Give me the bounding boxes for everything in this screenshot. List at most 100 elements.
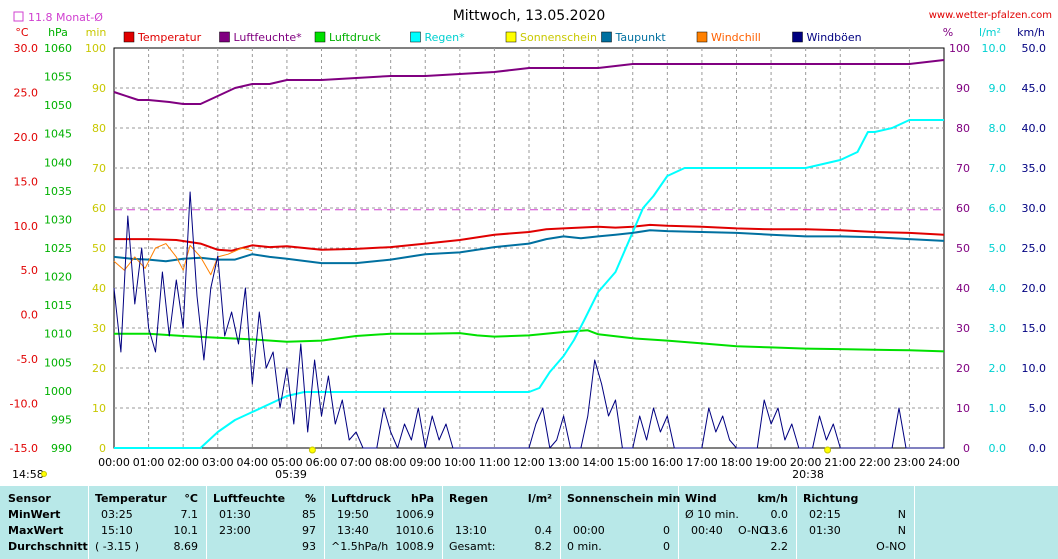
x-tick-label: 03:00	[202, 456, 234, 469]
stats-sun-time: 0 min.	[567, 540, 602, 553]
y-tick-pressure: 1045	[44, 128, 72, 141]
stats-sun-value: 0	[663, 540, 670, 553]
stats-temp-value: 8.69	[173, 540, 199, 553]
stats-header-wind-unit: km/h	[757, 492, 788, 505]
y-tick-rain: 0.0	[989, 442, 1007, 455]
legend-swatch	[792, 31, 803, 43]
y-tick-minutes: 30	[92, 322, 106, 335]
stats-wind-time: 00:40	[691, 524, 723, 537]
unit-temp: °C	[15, 26, 29, 39]
stats-temp-time: ( -3.15 )	[95, 540, 140, 553]
stats-dir-value: O-NO	[876, 540, 906, 553]
y-tick-pressure: 1020	[44, 271, 72, 284]
stats-hum-value: 97	[302, 524, 316, 537]
stats-dir-time: 02:15	[809, 508, 841, 521]
y-tick-percent: 0	[963, 442, 970, 455]
y-tick-percent: 40	[956, 282, 970, 295]
stats-hum-value: 85	[302, 508, 316, 521]
legend-swatch	[219, 31, 230, 43]
series-line-2	[114, 329, 945, 353]
legend-swatch	[314, 31, 326, 43]
stats-rain-time: Gesamt:	[449, 540, 496, 553]
y-tick-pressure: 1055	[44, 71, 72, 84]
y-tick-wind: 25.0	[1022, 242, 1047, 255]
stats-sun-time: 00:00	[573, 524, 605, 537]
chart-title: Mittwoch, 13.05.2020	[453, 8, 606, 24]
stats-temp-value: 7.1	[180, 508, 199, 521]
y-tick-rain: 1.0	[989, 402, 1007, 415]
y-tick-minutes: 100	[85, 42, 106, 55]
stats-row-max: MaxWert 15:10 10.1 23:00 97 13:40 1010.6…	[0, 523, 1058, 539]
stats-press-time: 19:50	[337, 508, 369, 521]
y-tick-percent: 10	[956, 402, 970, 415]
stats-header-press-unit: hPa	[410, 492, 434, 505]
y-tick-temp: -15.0	[10, 442, 38, 455]
y-tick-pressure: 1025	[44, 242, 72, 255]
x-tick-label: 20:00	[790, 456, 822, 469]
x-tick-label: 18:00	[721, 456, 753, 469]
x-tick-label: 16:00	[651, 456, 683, 469]
legend-label: Taupunkt	[615, 31, 667, 44]
y-tick-pressure: 1030	[44, 213, 72, 226]
stats-hum-time: 01:30	[219, 508, 251, 521]
series-line-1	[113, 59, 945, 105]
x-tick-label: 21:00	[824, 456, 856, 469]
stats-label: Durchschnitt	[8, 540, 88, 553]
y-tick-minutes: 0	[99, 442, 106, 455]
stats-header-temp-unit: °C	[184, 492, 198, 505]
y-tick-wind: 30.0	[1022, 202, 1047, 215]
unit-rain: l/m²	[979, 26, 1001, 39]
stats-label: MaxWert	[8, 524, 64, 537]
stats-header-hum: Luftfeuchte	[213, 492, 286, 505]
stats-press-value: 1006.9	[395, 508, 435, 521]
stats-header-temp: Temperatur	[95, 492, 167, 505]
y-tick-wind: 10.0	[1022, 362, 1047, 375]
y-tick-percent: 100	[949, 42, 970, 55]
y-tick-wind: 5.0	[1029, 402, 1047, 415]
y-tick-rain: 2.0	[989, 362, 1007, 375]
legend-label: Temperatur	[137, 31, 202, 44]
x-tick-label: 06:00	[306, 456, 338, 469]
y-tick-minutes: 20	[92, 362, 106, 375]
stats-rain-time: 13:10	[455, 524, 487, 537]
x-tick-label: 00:00	[98, 456, 130, 469]
y-tick-rain: 3.0	[989, 322, 1007, 335]
stats-press-value: 1010.6	[395, 524, 435, 537]
y-tick-rain: 4.0	[989, 282, 1007, 295]
stats-header-row: Sensor Temperatur °C Luftfeuchte % Luftd…	[0, 491, 1058, 507]
y-tick-rain: 5.0	[989, 242, 1007, 255]
stats-header-rain: Regen	[449, 492, 489, 505]
y-tick-temp: 5.0	[21, 264, 39, 277]
y-tick-percent: 60	[956, 202, 970, 215]
stats-temp-time: 15:10	[101, 524, 133, 537]
y-tick-minutes: 40	[92, 282, 106, 295]
x-tick-label: 17:00	[686, 456, 718, 469]
y-tick-percent: 90	[956, 82, 970, 95]
y-tick-minutes: 60	[92, 202, 106, 215]
monthly-average-label: 11.8 Monat-Ø	[28, 11, 103, 24]
stats-wind-dir: O-NO	[738, 524, 768, 537]
sunset-icon	[824, 446, 832, 454]
stats-press-value: 1008.9	[395, 540, 435, 553]
y-tick-minutes: 10	[92, 402, 106, 415]
stats-press-time: 13:40	[337, 524, 369, 537]
y-tick-rain: 7.0	[989, 162, 1007, 175]
series-line-6	[113, 191, 944, 449]
series-line-5	[113, 243, 253, 276]
stats-hum-time: 23:00	[219, 524, 251, 537]
x-tick-label: 10:00	[444, 456, 476, 469]
stats-table: Sensor Temperatur °C Luftfeuchte % Luftd…	[0, 486, 1058, 559]
stats-row-min: MinWert 03:25 7.1 01:30 85 19:50 1006.9 …	[0, 507, 1058, 523]
y-tick-temp: 30.0	[14, 42, 39, 55]
y-tick-wind: 15.0	[1022, 322, 1047, 335]
stats-dir-time: 01:30	[809, 524, 841, 537]
y-tick-rain: 10.0	[982, 42, 1007, 55]
current-time-label: 14:58	[12, 468, 44, 481]
legend-swatch	[696, 31, 708, 43]
y-tick-minutes: 90	[92, 82, 106, 95]
x-tick-label: 23:00	[894, 456, 926, 469]
sunrise-label: 05:39	[275, 468, 307, 481]
stats-header-wind: Wind	[685, 492, 717, 505]
y-tick-wind: 40.0	[1022, 122, 1047, 135]
y-tick-temp: 10.0	[14, 220, 39, 233]
